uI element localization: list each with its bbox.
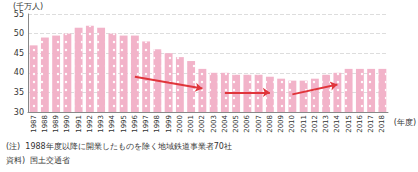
svg-text:1987: 1987 (30, 115, 38, 133)
svg-text:(年度): (年度) (394, 118, 416, 127)
svg-text:1991: 1991 (75, 115, 83, 133)
svg-text:1990: 1990 (63, 115, 71, 133)
svg-text:40: 40 (14, 68, 24, 77)
svg-text:(注) 1988年度以降に開業したものを除く地域鉄道事業者: (注) 1988年度以降に開業したものを除く地域鉄道事業者70社 (6, 142, 232, 151)
svg-text:2011: 2011 (300, 115, 308, 133)
svg-text:2016: 2016 (356, 114, 364, 132)
svg-text:1988: 1988 (41, 115, 49, 133)
svg-text:1997: 1997 (142, 115, 150, 133)
svg-text:1998: 1998 (153, 115, 161, 133)
svg-text:45: 45 (14, 49, 24, 58)
svg-text:2004: 2004 (221, 114, 229, 132)
svg-text:2013: 2013 (322, 115, 330, 133)
svg-text:1999: 1999 (165, 115, 173, 133)
svg-text:35: 35 (14, 88, 24, 97)
svg-text:1993: 1993 (97, 115, 105, 133)
svg-text:2009: 2009 (277, 115, 285, 133)
svg-text:1992: 1992 (86, 115, 94, 133)
svg-text:2007: 2007 (255, 115, 263, 133)
svg-text:2002: 2002 (198, 115, 206, 133)
svg-text:2003: 2003 (210, 115, 218, 133)
svg-text:2008: 2008 (266, 115, 274, 133)
svg-text:2006: 2006 (243, 114, 251, 132)
svg-text:2018: 2018 (378, 115, 386, 133)
svg-text:2001: 2001 (187, 115, 195, 133)
svg-text:1996: 1996 (131, 114, 139, 132)
svg-text:2000: 2000 (176, 115, 184, 133)
svg-text:2015: 2015 (345, 115, 353, 133)
svg-text:資料) 国土交通省: 資料) 国土交通省 (6, 156, 70, 165)
svg-text:55: 55 (14, 10, 24, 19)
svg-text:1994: 1994 (108, 114, 116, 132)
svg-text:1989: 1989 (52, 115, 60, 133)
svg-text:2017: 2017 (367, 115, 375, 133)
svg-text:2005: 2005 (232, 115, 240, 133)
svg-text:2012: 2012 (311, 115, 319, 133)
svg-text:1995: 1995 (120, 115, 128, 133)
svg-text:30: 30 (14, 108, 24, 117)
svg-text:2010: 2010 (288, 115, 296, 133)
svg-text:(千万人): (千万人) (12, 1, 44, 11)
svg-text:50: 50 (14, 29, 24, 38)
svg-text:2014: 2014 (333, 114, 341, 132)
